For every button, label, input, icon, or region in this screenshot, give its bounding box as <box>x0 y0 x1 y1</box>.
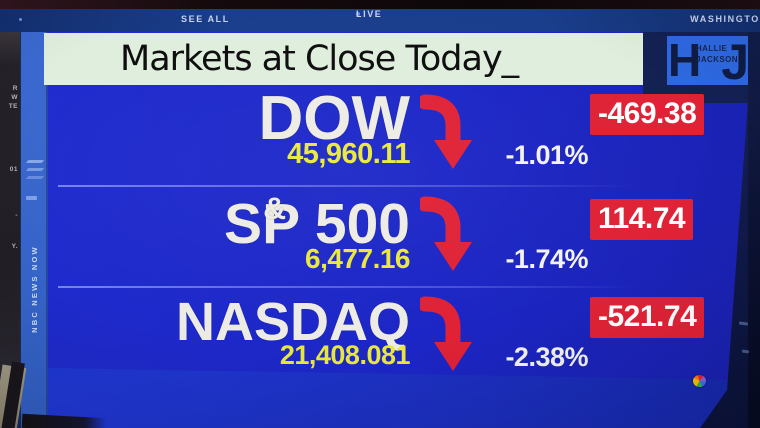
show-monogram-j: J <box>721 34 749 90</box>
down-arrow-icon <box>420 296 472 371</box>
nbc-peacock-icon <box>693 375 706 387</box>
show-monogram-h: H <box>668 34 701 86</box>
see-all-label: SEE ALL <box>181 14 230 24</box>
index-close-value: 45,960.11 <box>287 138 410 170</box>
change-percent: -1.01% <box>505 140 588 170</box>
live-label: LIVE <box>356 9 383 19</box>
host-last-name: JACKSON <box>696 54 738 64</box>
background-monitor-edge: R W TE 01 - Y. <box>0 32 20 374</box>
change-value: -521.74 <box>590 297 705 338</box>
index-close-value: 21,408.081 <box>279 340 411 370</box>
host-first-name: HALLIE <box>696 44 728 53</box>
row-divider <box>58 286 635 288</box>
page-title: Markets at Close Today_ <box>120 39 519 79</box>
index-name: DOW <box>258 84 410 153</box>
panel-lower-band <box>48 368 753 428</box>
edge-fragment-text: 01 <box>9 166 18 173</box>
index-name: NASDAQ <box>175 292 410 352</box>
small-ampersand: & <box>263 190 287 227</box>
market-row: NASDAQ 21,408.081 -521.74 -2.38% <box>0 290 760 392</box>
edge-fragment-text: TE <box>8 103 18 110</box>
ticker-dot-icon <box>19 18 22 21</box>
market-row: S & P 500 6,477.16 114.74 -1.74% <box>0 190 760 292</box>
screen-right-edge <box>748 32 760 428</box>
top-ticker-bar: SEE ALL LIVE WASHINGTON <box>0 9 760 32</box>
change-value: 114.74 <box>590 199 694 240</box>
edge-fragment-text: W <box>11 94 18 101</box>
room-background <box>0 0 760 9</box>
edge-fragment-text: - <box>15 212 18 219</box>
change-percent: -1.74% <box>505 244 588 274</box>
host-name: HALLIE JACKSON <box>696 44 738 65</box>
edge-fragment-text: Y. <box>11 243 18 250</box>
change-percent: -2.38% <box>505 342 588 372</box>
index-name: S & P 500 <box>224 190 410 256</box>
index-close-value: 6,477.16 <box>305 243 411 274</box>
network-mark-icon <box>26 196 37 200</box>
change-value: -469.38 <box>590 94 705 135</box>
show-badge: H J HALLIE JACKSON <box>667 34 749 90</box>
headline-banner: Markets at Close Today_ <box>44 33 645 85</box>
live-dot-icon <box>356 12 360 16</box>
row-divider <box>58 185 635 187</box>
down-arrow-icon <box>420 94 472 169</box>
network-rail: NBC NEWS NOW <box>20 32 48 428</box>
market-row: DOW 45,960.11 -469.38 -1.01% <box>0 88 760 190</box>
down-arrow-icon <box>420 196 472 271</box>
edge-fragment-text: R <box>12 85 18 92</box>
location-label: WASHINGTON <box>690 14 760 24</box>
